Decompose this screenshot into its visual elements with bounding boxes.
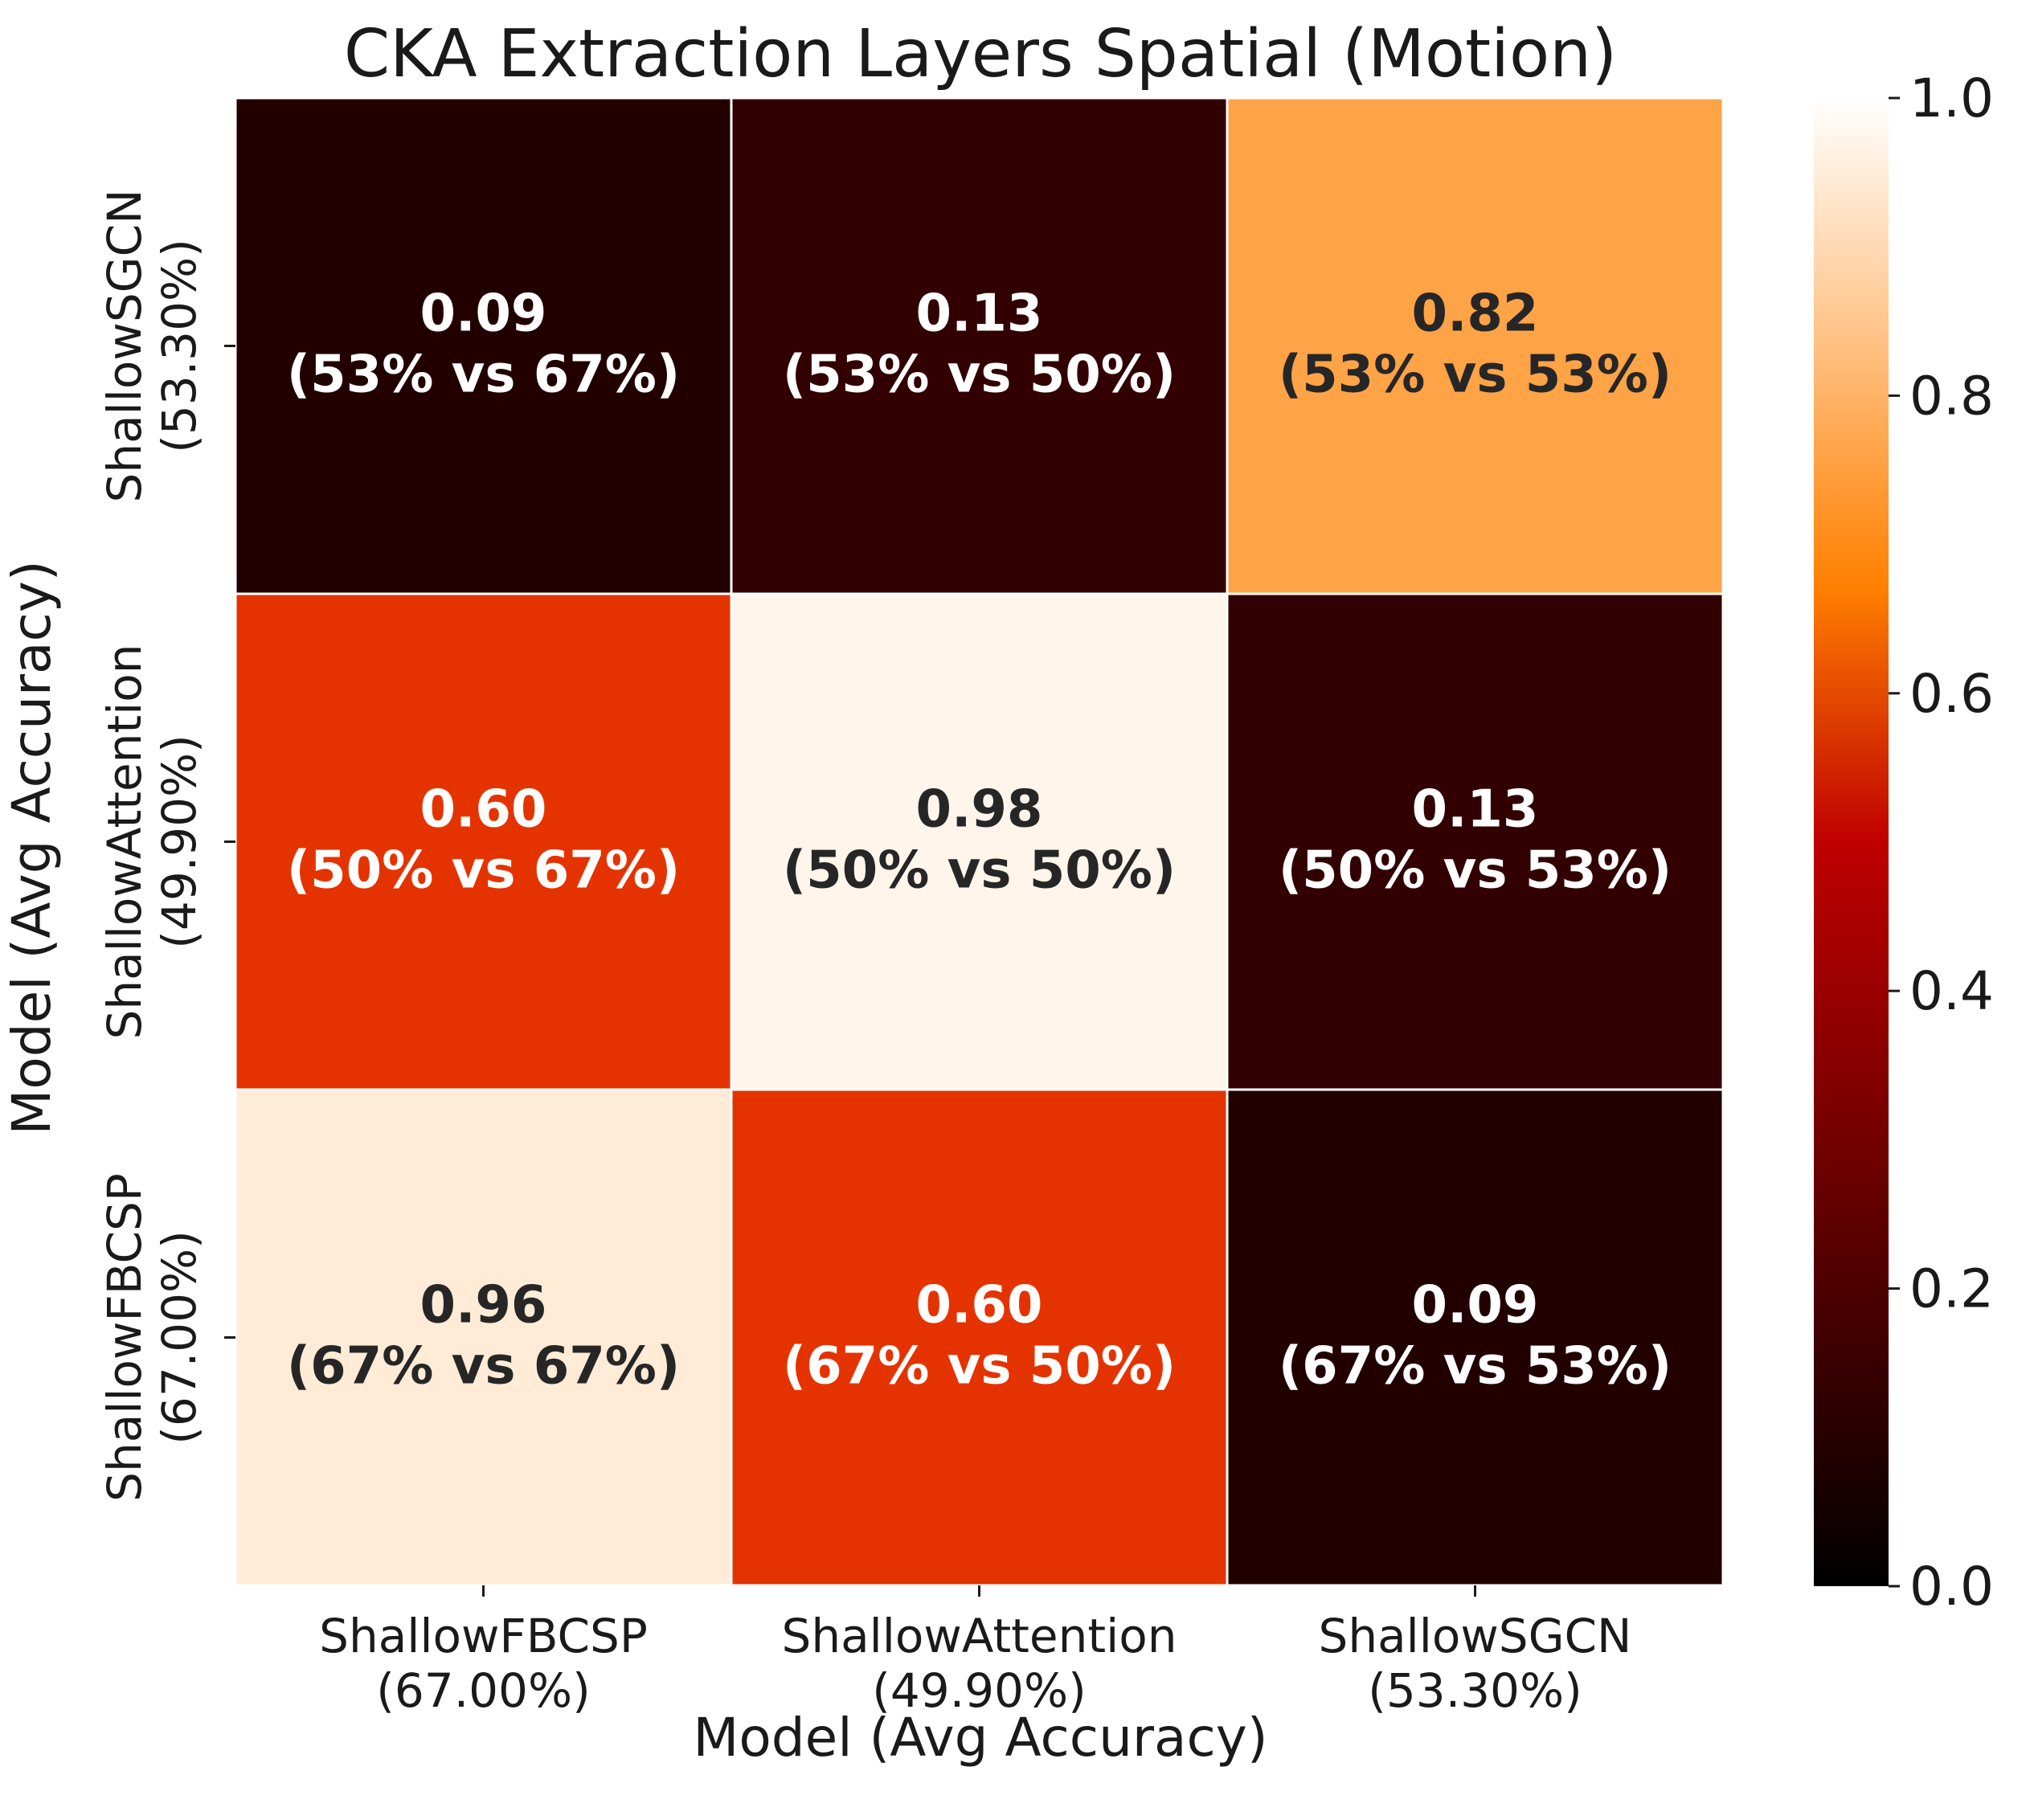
x-axis-label: Model (Avg Accuracy) [693,1707,1267,1769]
cell-value-r0-c2: 0.82 [1412,284,1539,344]
cell-value-r2-c0: 0.96 [420,1276,547,1335]
y-axis-ticks: ShallowSGCN(53.30%) ShallowAttention(49.9… [97,190,235,1502]
colorbar-tick-label-5: 1.0 [1909,67,1994,129]
heatmap-cell-r0-c0 [234,96,733,595]
heatmap-cell-r2-c1 [730,1088,1229,1587]
x-tick-label-1: ShallowAttention (49.90%) [782,1609,1177,1718]
cell-annotation-r2-c1: (67% vs 50%) [783,1337,1176,1397]
colorbar-ticks: 0.0 0.2 0.4 0.6 0.8 1.0 [1889,67,1994,1618]
cell-value-r0-c0: 0.09 [420,284,547,344]
chart-title: CKA Extraction Layers Spatial (Motion) [344,16,1617,92]
y-tick-label-2: ShallowFBCSP(67.00%) [97,1173,207,1502]
cell-annotation-r0-c1: (53% vs 50%) [783,346,1176,405]
heatmap-cell-r1-c2 [1226,592,1725,1091]
heatmap-cell-r1-c0 [234,592,733,1091]
heatmap-cell-r0-c1 [730,96,1229,595]
cell-annotation-r0-c0: (53% vs 67%) [287,346,680,405]
heatmap-cells: 0.09(53% vs 67%)0.13(53% vs 50%)0.82(53%… [234,96,1725,1587]
colorbar-tick-label-2: 0.4 [1909,960,1994,1022]
cell-annotation-r1-c0: (50% vs 67%) [287,841,680,901]
cell-value-r0-c1: 0.13 [916,284,1043,344]
colorbar-tick-label-3: 0.6 [1909,663,1994,725]
cell-value-r1-c0: 0.60 [420,780,547,840]
x-tick-label-2: ShallowSGCN (53.30%) [1319,1609,1632,1718]
cell-annotation-r2-c2: (67% vs 53%) [1279,1337,1672,1397]
colorbar-tick-label-4: 0.8 [1909,365,1994,427]
colorbar-gradient [1814,98,1889,1586]
cell-annotation-r1-c1: (50% vs 50%) [783,841,1176,901]
cell-annotation-r1-c2: (50% vs 53%) [1279,841,1672,901]
colorbar-tick-label-1: 0.2 [1909,1258,1994,1320]
cell-value-r1-c2: 0.13 [1412,780,1539,840]
cell-value-r1-c1: 0.98 [916,780,1043,840]
cell-annotation-r0-c2: (53% vs 53%) [1279,346,1672,405]
heatmap-cell-r0-c2 [1226,96,1725,595]
y-tick-label-0: ShallowSGCN(53.30%) [97,190,207,503]
x-tick-label-0: ShallowFBCSP (67.00%) [319,1609,648,1718]
y-axis-label: Model (Avg Accuracy) [1,560,63,1135]
y-tick-label-1: ShallowAttention(49.90%) [97,644,207,1040]
heatmap-cell-r2-c0 [234,1088,733,1587]
colorbar-tick-label-0: 0.0 [1909,1556,1994,1618]
colorbar: 0.0 0.2 0.4 0.6 0.8 1.0 [1814,67,1994,1618]
x-axis-ticks: ShallowFBCSP (67.00%) ShallowAttention (49.… [319,1585,1631,1718]
cell-value-r2-c1: 0.60 [916,1276,1043,1335]
cell-annotation-r2-c0: (67% vs 67%) [287,1337,680,1397]
cell-value-r2-c2: 0.09 [1412,1276,1539,1335]
heatmap-cell-r1-c1 [730,592,1229,1091]
